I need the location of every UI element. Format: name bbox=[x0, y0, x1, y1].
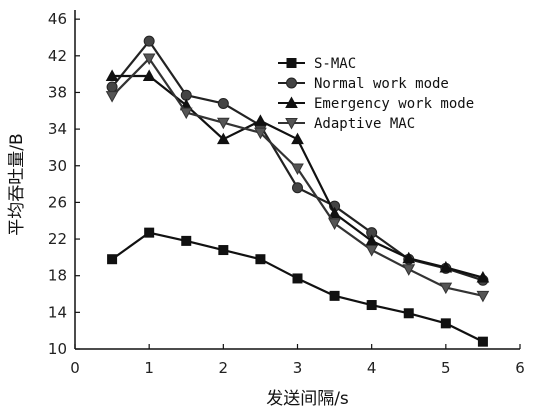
legend-item: S-MAC bbox=[278, 56, 356, 72]
legend-item: Emergency work mode bbox=[278, 96, 474, 112]
data-point bbox=[181, 235, 192, 246]
series-circle bbox=[106, 35, 489, 286]
y-tick-label: 42 bbox=[48, 47, 67, 65]
data-point bbox=[107, 254, 118, 265]
legend-swatch-marker bbox=[285, 118, 298, 130]
y-tick-label: 38 bbox=[48, 83, 67, 101]
data-point bbox=[254, 114, 267, 126]
data-point bbox=[216, 117, 230, 130]
data-point bbox=[366, 300, 377, 311]
data-point bbox=[477, 336, 488, 347]
x-tick-label: 4 bbox=[367, 359, 377, 377]
chart-axes bbox=[74, 10, 520, 350]
data-point bbox=[144, 227, 155, 238]
data-point bbox=[292, 273, 303, 284]
data-point bbox=[216, 132, 230, 145]
y-tick-label: 10 bbox=[48, 340, 67, 358]
data-point bbox=[328, 218, 341, 231]
series-line bbox=[111, 57, 484, 297]
legend-item: Adaptive MAC bbox=[278, 116, 415, 132]
data-point bbox=[328, 206, 341, 219]
series-square bbox=[107, 227, 488, 347]
data-point bbox=[329, 290, 340, 301]
legend-item: Normal work mode bbox=[278, 76, 449, 92]
data-point bbox=[179, 107, 193, 120]
chart-series bbox=[105, 35, 490, 347]
y-tick-label: 26 bbox=[48, 193, 67, 211]
x-tick-label: 3 bbox=[293, 359, 303, 377]
legend-label: Normal work mode bbox=[314, 76, 449, 92]
data-point bbox=[402, 251, 416, 264]
data-point bbox=[218, 245, 229, 256]
data-point bbox=[106, 81, 118, 93]
legend-label: S-MAC bbox=[314, 56, 356, 72]
series-line bbox=[111, 231, 484, 343]
y-tick-label: 34 bbox=[48, 120, 67, 138]
y-axis-label: 平均吞吐量/B bbox=[7, 133, 27, 235]
x-tick-label: 6 bbox=[515, 359, 525, 377]
x-tick-label: 5 bbox=[441, 359, 451, 377]
series-triangle-down bbox=[105, 53, 490, 303]
x-tick-label: 1 bbox=[144, 359, 154, 377]
legend-swatch-marker bbox=[286, 77, 297, 89]
legend-label: Emergency work mode bbox=[314, 96, 474, 112]
chart-legend: S-MAC Normal work mode Emergency work mode… bbox=[278, 56, 474, 132]
x-tick-label: 2 bbox=[219, 359, 229, 377]
y-tick-label: 14 bbox=[48, 303, 67, 321]
data-point bbox=[254, 127, 267, 140]
data-point bbox=[255, 254, 266, 265]
data-point bbox=[365, 245, 379, 257]
data-point bbox=[217, 97, 229, 109]
data-point bbox=[476, 290, 490, 303]
data-point bbox=[439, 260, 453, 273]
data-point bbox=[292, 182, 303, 194]
data-point bbox=[143, 35, 155, 47]
data-point bbox=[142, 69, 156, 81]
data-point bbox=[291, 132, 304, 145]
data-point bbox=[105, 69, 119, 81]
y-tick-label: 22 bbox=[48, 230, 67, 248]
data-point bbox=[105, 91, 119, 103]
legend-label: Adaptive MAC bbox=[314, 116, 415, 132]
x-axis-label: 发送间隔/s bbox=[266, 389, 349, 409]
data-point bbox=[403, 308, 414, 319]
legend-swatch-marker bbox=[285, 96, 298, 108]
data-point bbox=[291, 163, 304, 176]
data-point bbox=[439, 282, 453, 295]
y-tick-label: 46 bbox=[48, 10, 67, 28]
y-tick-label: 18 bbox=[48, 267, 67, 285]
data-point bbox=[142, 53, 156, 66]
data-point bbox=[180, 89, 192, 101]
data-point bbox=[402, 264, 416, 276]
y-tick-label: 30 bbox=[48, 157, 67, 175]
x-tick-label: 0 bbox=[70, 359, 80, 377]
data-point bbox=[476, 270, 490, 283]
legend-swatch-marker bbox=[286, 58, 297, 68]
data-point bbox=[440, 318, 451, 329]
